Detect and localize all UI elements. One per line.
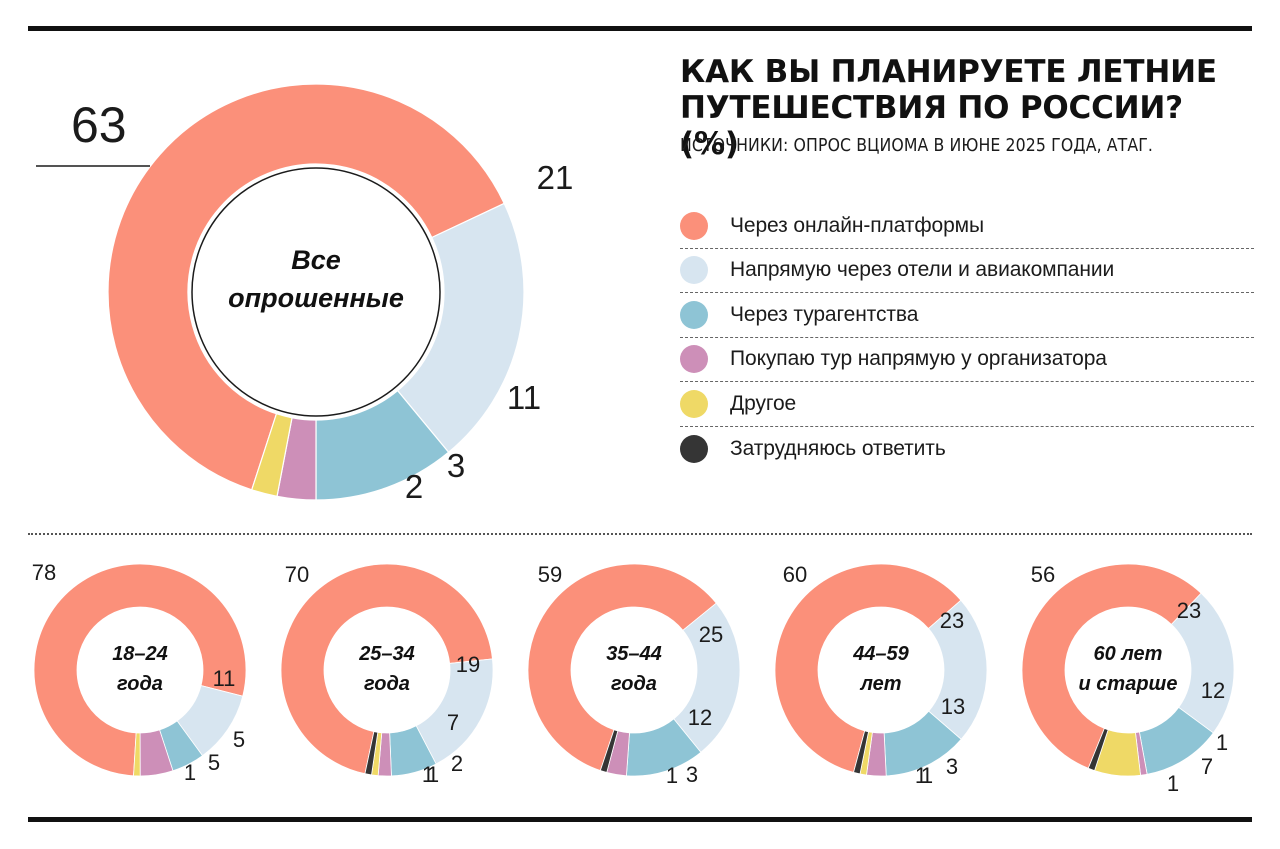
legend-label: Через турагентства [730,302,919,326]
legend-item-other: Другое [680,382,1254,427]
value-label: 59 [538,562,562,587]
legend-label: Покупаю тур напрямую у организатора [730,347,1107,371]
group-label: Все [291,245,341,275]
swatch-direct [680,256,708,285]
value-label: 63 [71,97,127,153]
group-label: 35–44 [606,643,662,665]
value-label: 23 [940,608,964,633]
donut-all-respondents: Все опрошенные 63 21 11 32 [36,83,574,505]
group-label: года [117,673,163,695]
source-note: ИСТОЧНИКИ: ОПРОС ВЦИОМА В ИЮНЕ 2025 ГОДА… [680,136,1154,156]
swatch-agency [680,300,708,329]
group-label: опрошенные [228,283,404,313]
legend-label: Другое [730,391,797,415]
donut-age-group: 60 лет и старше 56 23 12 171 [1021,562,1235,796]
value-label: 25 [699,622,723,647]
chart-title-line: ПУТЕШЕСТВИЯ ПО РОССИИ? (%) [680,90,1183,162]
value-label: 12 [688,705,712,730]
value-label: 13 [941,694,965,719]
value-label: 60 [783,562,807,587]
chart-title-line: КАК ВЫ ПЛАНИРУЕТЕ ЛЕТНИЕ [680,54,1217,90]
group-label: и старше [1079,673,1178,695]
value-label: 23 [1177,598,1201,623]
value-label: 21 [537,159,574,196]
group-label: года [364,673,410,695]
value-label: 1 [1216,730,1228,755]
value-label: 11 [213,666,236,691]
swatch-other [680,389,708,418]
donut-age-group: 35–44 года 59 25 12 31 [527,562,741,788]
group-label: лет [859,673,901,695]
group-label: 25–34 [358,643,415,665]
donut-hole [571,607,697,733]
value-label: 78 [32,560,56,585]
donut-hole [1065,607,1191,733]
value-label: 1 [666,763,678,788]
chart-title: КАК ВЫ ПЛАНИРУЕТЕ ЛЕТНИЕ ПУТЕШЕСТВИЯ ПО … [680,54,1240,162]
legend-item-direct: Напрямую через отели и авиакомпании [680,249,1254,293]
value-label: 1 [915,763,927,788]
legend-item-hard: Затрудняюсь ответить [680,427,1254,472]
legend-label: Через онлайн-платформы [730,213,984,237]
value-label: 11 [507,379,541,416]
section-divider [28,533,1252,535]
value-label: 1 [427,762,439,787]
legend-label: Затрудняюсь ответить [730,436,946,460]
value-label: 7 [1201,754,1213,779]
value-label: 3 [447,447,465,484]
swatch-organizer [680,345,708,374]
value-label: 3 [686,762,698,787]
donut-hole [77,607,203,733]
top-rule [28,26,1252,31]
value-label: 5 [208,750,220,775]
group-label: 60 лет [1094,643,1163,665]
group-label: года [611,673,657,695]
donut-hole [818,607,944,733]
value-label: 5 [233,727,245,752]
value-label: 1 [422,762,434,787]
value-label: 56 [1031,562,1055,587]
value-label: 70 [285,562,309,587]
value-label: 2 [405,468,423,505]
value-label: 1 [1167,771,1179,796]
value-label: 2 [451,751,463,776]
value-label: 7 [447,710,459,735]
donut-hole [324,607,450,733]
legend-item-online: Через онлайн-платформы [680,204,1254,249]
group-label: 18–24 [112,643,168,665]
donut-hole [188,164,444,420]
legend-item-organizer: Покупаю тур напрямую у организатора [680,338,1254,382]
swatch-online [680,211,708,240]
value-label: 12 [1201,678,1225,703]
value-label: 19 [456,652,480,677]
swatch-hard [680,434,708,463]
value-label: 1 [184,760,196,785]
donut-age-group: 44–59 лет 60 23 13 311 [774,562,988,788]
legend-label: Напрямую через отели и авиакомпании [730,258,1115,282]
legend: Через онлайн-платформы Напрямую через от… [680,204,1254,471]
value-label: 3 [946,754,958,779]
donut-inner-ring [191,167,441,417]
bottom-rule [28,817,1252,822]
legend-item-agency: Через турагентства [680,293,1254,338]
group-label: 44–59 [852,643,909,665]
value-label: 1 [921,763,933,788]
donut-age-group: 25–34 года 70 19 7 211 [280,562,494,787]
